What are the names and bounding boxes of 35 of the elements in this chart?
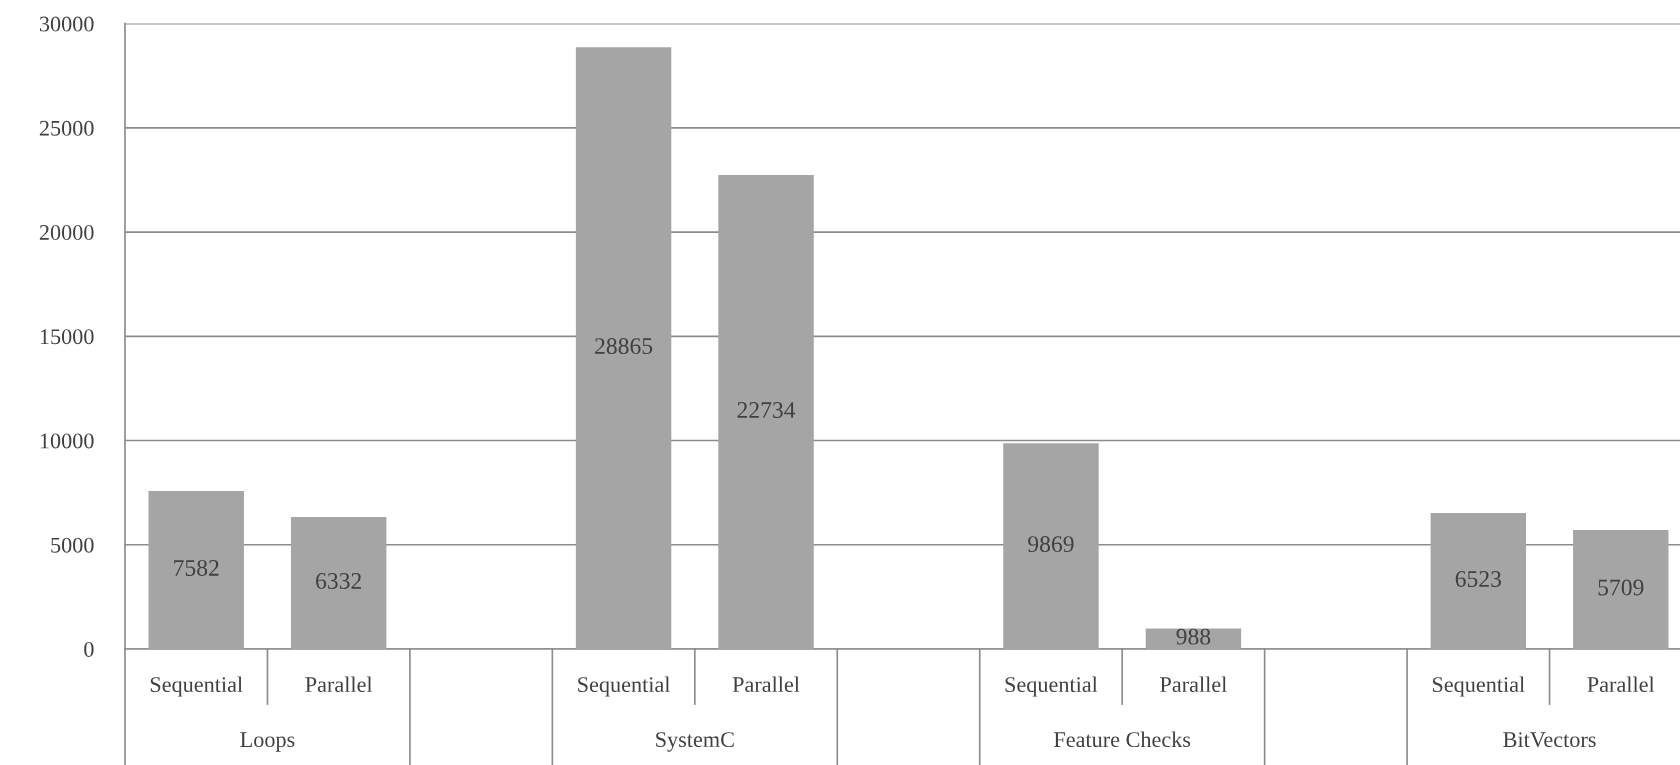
bar bbox=[1573, 529, 1669, 649]
x-tick-label: Sequential bbox=[1005, 676, 1098, 697]
x-tick-label: Sequential bbox=[150, 676, 243, 697]
data-label: 988 bbox=[1176, 628, 1211, 645]
x-tick-label: Parallel bbox=[1160, 676, 1227, 693]
bar bbox=[718, 175, 814, 649]
bar bbox=[1003, 443, 1099, 649]
x-tick-label: Parallel bbox=[305, 676, 373, 693]
x-tick-label: Sequential bbox=[1432, 676, 1525, 697]
data-label: 6332 bbox=[316, 573, 361, 589]
text: SystemC bbox=[656, 732, 734, 752]
bar bbox=[290, 517, 387, 649]
y-tick-label: 30000 bbox=[39, 16, 94, 32]
y-tick-label: 20000 bbox=[39, 225, 94, 240]
x-tick-label: Parallel bbox=[1587, 676, 1655, 693]
data-label: 6523 bbox=[1455, 571, 1502, 587]
x-tick-label: Parallel bbox=[732, 676, 800, 693]
text: BitVectors bbox=[1503, 732, 1596, 748]
y-tick-label: 10000 bbox=[40, 433, 94, 449]
x-tick-label: Sequential bbox=[578, 676, 671, 697]
bar bbox=[148, 490, 244, 649]
y-tick-label: 0 bbox=[84, 641, 94, 657]
bar bbox=[1430, 513, 1527, 649]
data-label: 7582 bbox=[174, 559, 219, 576]
y-tick-label: 25000 bbox=[39, 120, 94, 136]
text: Feature Checks bbox=[1054, 731, 1191, 748]
y-tick-label: 5000 bbox=[51, 537, 94, 553]
bar bbox=[575, 47, 672, 649]
data-label: 5709 bbox=[1598, 579, 1644, 596]
y-tick-label: 15000 bbox=[40, 329, 94, 345]
data-label: 28865 bbox=[595, 338, 653, 355]
text: Loops bbox=[240, 732, 295, 752]
data-label: 22734 bbox=[737, 402, 796, 418]
data-label: 9869 bbox=[1028, 536, 1074, 553]
bar bbox=[1145, 628, 1242, 649]
